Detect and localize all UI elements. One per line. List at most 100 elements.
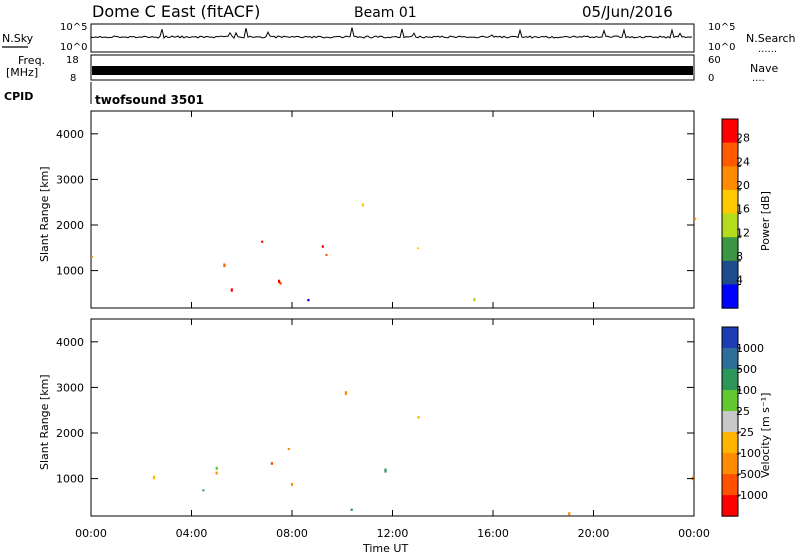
power-y-axis: 4000 3000 2000 1000: [56, 128, 694, 278]
velocity-cell: [568, 512, 571, 516]
x-tick-label: 00:00: [678, 527, 710, 540]
noise-line: [91, 27, 693, 39]
power-colorbar-segment: [722, 213, 738, 238]
power-cell: [473, 298, 476, 302]
velocity-y-tick-label: 2000: [56, 427, 84, 440]
power-colorbar-segment: [722, 260, 738, 285]
velocity-colorbar-segment: [722, 474, 738, 496]
nave-label: Nave: [750, 62, 778, 75]
velocity-colorbar-segment: [722, 453, 738, 475]
x-tick-label: 04:00: [176, 527, 208, 540]
cpid-label: CPID: [4, 90, 33, 103]
nave-tick-high: 60: [708, 55, 721, 66]
power-colorbar-segment: [722, 166, 738, 191]
figure-title: Dome C East (fitACF): [92, 2, 260, 21]
velocity-colorbar-segment: [722, 327, 738, 349]
power-cell: [91, 256, 94, 258]
power-colorbar-segment: [722, 284, 738, 309]
time-x-axis: 00:00 04:00 08:00 12:00 16:00 20:00 00:00: [75, 111, 710, 540]
velocity-y-tick-label: 3000: [56, 381, 84, 394]
x-tick-label: 16:00: [477, 527, 509, 540]
power-y-tick-label: 3000: [56, 173, 84, 186]
velocity-colorbar-tick-label: -25: [736, 426, 754, 439]
nave-dots: ....: [752, 73, 765, 84]
freq-unit-label: [MHz]: [6, 66, 38, 79]
velocity-plot: 4000 3000 2000 1000 Slant Range [km]: [38, 318, 695, 517]
power-colorbar-tick-label: 16: [736, 203, 750, 216]
velocity-colorbar-segment: [722, 495, 738, 517]
power-colorbar-segment: [722, 119, 738, 144]
beam-label: Beam 01: [354, 5, 417, 21]
power-y-tick-label: 1000: [56, 265, 84, 278]
power-cell: [325, 253, 328, 257]
velocity-colorbar-tick-label: -100: [736, 447, 761, 460]
power-colorbar-tick-label: 8: [736, 250, 743, 263]
x-tick-label: 20:00: [578, 527, 610, 540]
nave-tick-low: 0: [708, 73, 714, 84]
velocity-cell: [215, 466, 218, 470]
power-cell: [361, 203, 364, 207]
velocity-colorbar-segment: [722, 411, 738, 433]
velocity-colorbar-tick-label: 25: [736, 405, 750, 418]
velocity-colorbar-frame: [721, 326, 739, 517]
power-colorbar: 28 24 20 16 12 8 4: [721, 118, 750, 309]
velocity-colorbar-segment: [722, 348, 738, 370]
velocity-cell: [290, 483, 294, 486]
power-colorbar-segment: [722, 237, 738, 262]
noise-panel: N.Sky 10^5 10^0 10^5 10^0 N.Search .....…: [2, 22, 796, 55]
power-scatter-cells: [91, 203, 697, 302]
power-cell: [694, 217, 697, 220]
velocity-cell: [344, 391, 347, 396]
power-tick-high-right: 10^5: [708, 22, 735, 33]
nsearch-dots: ......: [758, 44, 777, 55]
velocity-colorbar-tick-label: -500: [736, 468, 761, 481]
date-label: 05/Jun/2016: [582, 3, 673, 21]
velocity-colorbar-segment: [722, 390, 738, 412]
power-colorbar-tick-label: 20: [736, 179, 750, 192]
freq-panel: Freq. [MHz] 18 8 60 0 Nave ....: [6, 54, 778, 84]
power-plot: 4000 3000 2000 1000 Slant Range [km]: [38, 110, 697, 309]
velocity-colorbar-tick-label: 500: [736, 363, 757, 376]
velocity-colorbar-tick-label: 100: [736, 384, 757, 397]
velocity-cell: [270, 462, 273, 465]
power-colorbar-tick-label: 4: [736, 274, 743, 287]
power-colorbar-tick-label: 24: [736, 155, 750, 168]
power-colorbar-segment: [722, 142, 738, 167]
velocity-y-axis: 4000 3000 2000 1000: [56, 336, 694, 486]
freq-label: Freq.: [18, 54, 45, 67]
velocity-cell: [287, 447, 290, 451]
x-tick-label: 00:00: [75, 527, 107, 540]
velocity-cell: [384, 468, 387, 473]
power-colorbar-segment: [722, 189, 738, 215]
velocity-colorbar: 1000 500 100 25 -25 -100 -500 -1000: [721, 326, 768, 517]
velocity-cell: [215, 471, 218, 475]
velocity-cell: [152, 475, 156, 480]
freq-tick-low: 8: [70, 73, 76, 84]
xaxis-label: Time UT: [362, 542, 408, 554]
power-cell: [261, 240, 264, 243]
velocity-colorbar-tick-label: -1000: [736, 489, 768, 502]
velocity-y-tick-label: 1000: [56, 473, 84, 486]
velocity-y-tick-label: 4000: [56, 336, 84, 349]
velocity-colorbar-segment: [722, 432, 738, 454]
x-tick-label: 08:00: [276, 527, 308, 540]
nsearch-label: N.Search: [746, 32, 796, 45]
velocity-colorbar-tick-label: 1000: [736, 342, 764, 355]
power-colorbar-label: Power [dB]: [759, 191, 772, 251]
power-cell: [230, 288, 233, 292]
power-cell: [416, 247, 419, 250]
freq-tick-high: 18: [66, 55, 79, 66]
power-tick-low-right: 10^0: [708, 42, 735, 53]
freq-trace: [92, 66, 693, 75]
noise-trace: [91, 27, 693, 39]
power-y-tick-label: 2000: [56, 219, 84, 232]
power-ylabel: Slant Range [km]: [38, 166, 51, 262]
power-colorbar-tick-label: 28: [736, 132, 750, 145]
velocity-ylabel: Slant Range [km]: [38, 374, 51, 470]
power-cell: [278, 279, 281, 284]
velocity-cell: [417, 416, 420, 419]
power-tick-high-left: 10^5: [60, 22, 87, 33]
nsky-label: N.Sky: [2, 32, 34, 45]
velocity-colorbar-segment: [722, 369, 738, 391]
